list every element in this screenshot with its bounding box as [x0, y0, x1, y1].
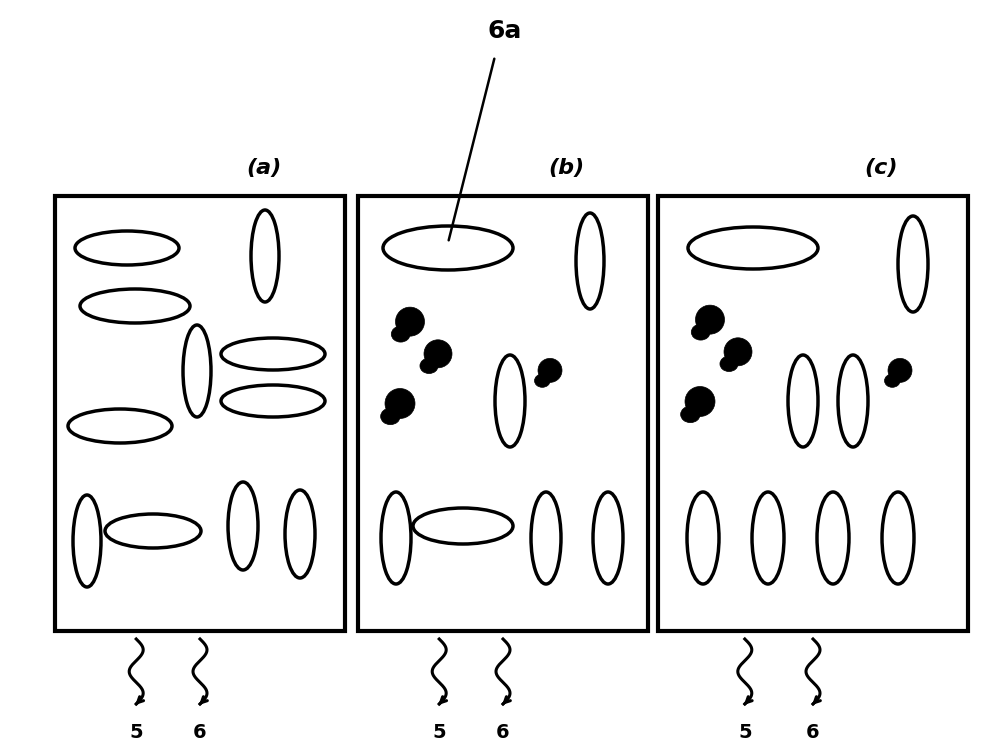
Text: (b): (b) — [549, 158, 585, 178]
Ellipse shape — [391, 326, 410, 342]
Ellipse shape — [720, 356, 738, 371]
Ellipse shape — [724, 338, 752, 366]
Ellipse shape — [885, 374, 900, 388]
Ellipse shape — [538, 359, 562, 382]
Ellipse shape — [685, 387, 715, 416]
Text: 5: 5 — [738, 723, 752, 741]
Ellipse shape — [535, 374, 550, 388]
Text: 5: 5 — [432, 723, 446, 741]
Text: 5: 5 — [129, 723, 143, 741]
Text: (a): (a) — [246, 158, 281, 178]
Ellipse shape — [385, 388, 415, 419]
Ellipse shape — [691, 324, 710, 340]
Text: 6a: 6a — [488, 19, 522, 43]
Bar — [658, 196, 968, 631]
Ellipse shape — [395, 308, 424, 336]
Text: 6: 6 — [806, 723, 820, 741]
Ellipse shape — [696, 305, 724, 334]
Text: (c): (c) — [864, 158, 898, 178]
Ellipse shape — [420, 358, 438, 373]
Text: 6: 6 — [496, 723, 510, 741]
Bar — [358, 196, 648, 631]
Text: 6: 6 — [193, 723, 207, 741]
Bar — [55, 196, 345, 631]
Ellipse shape — [681, 406, 700, 422]
Ellipse shape — [424, 340, 452, 368]
Ellipse shape — [381, 408, 400, 425]
Ellipse shape — [888, 359, 912, 382]
